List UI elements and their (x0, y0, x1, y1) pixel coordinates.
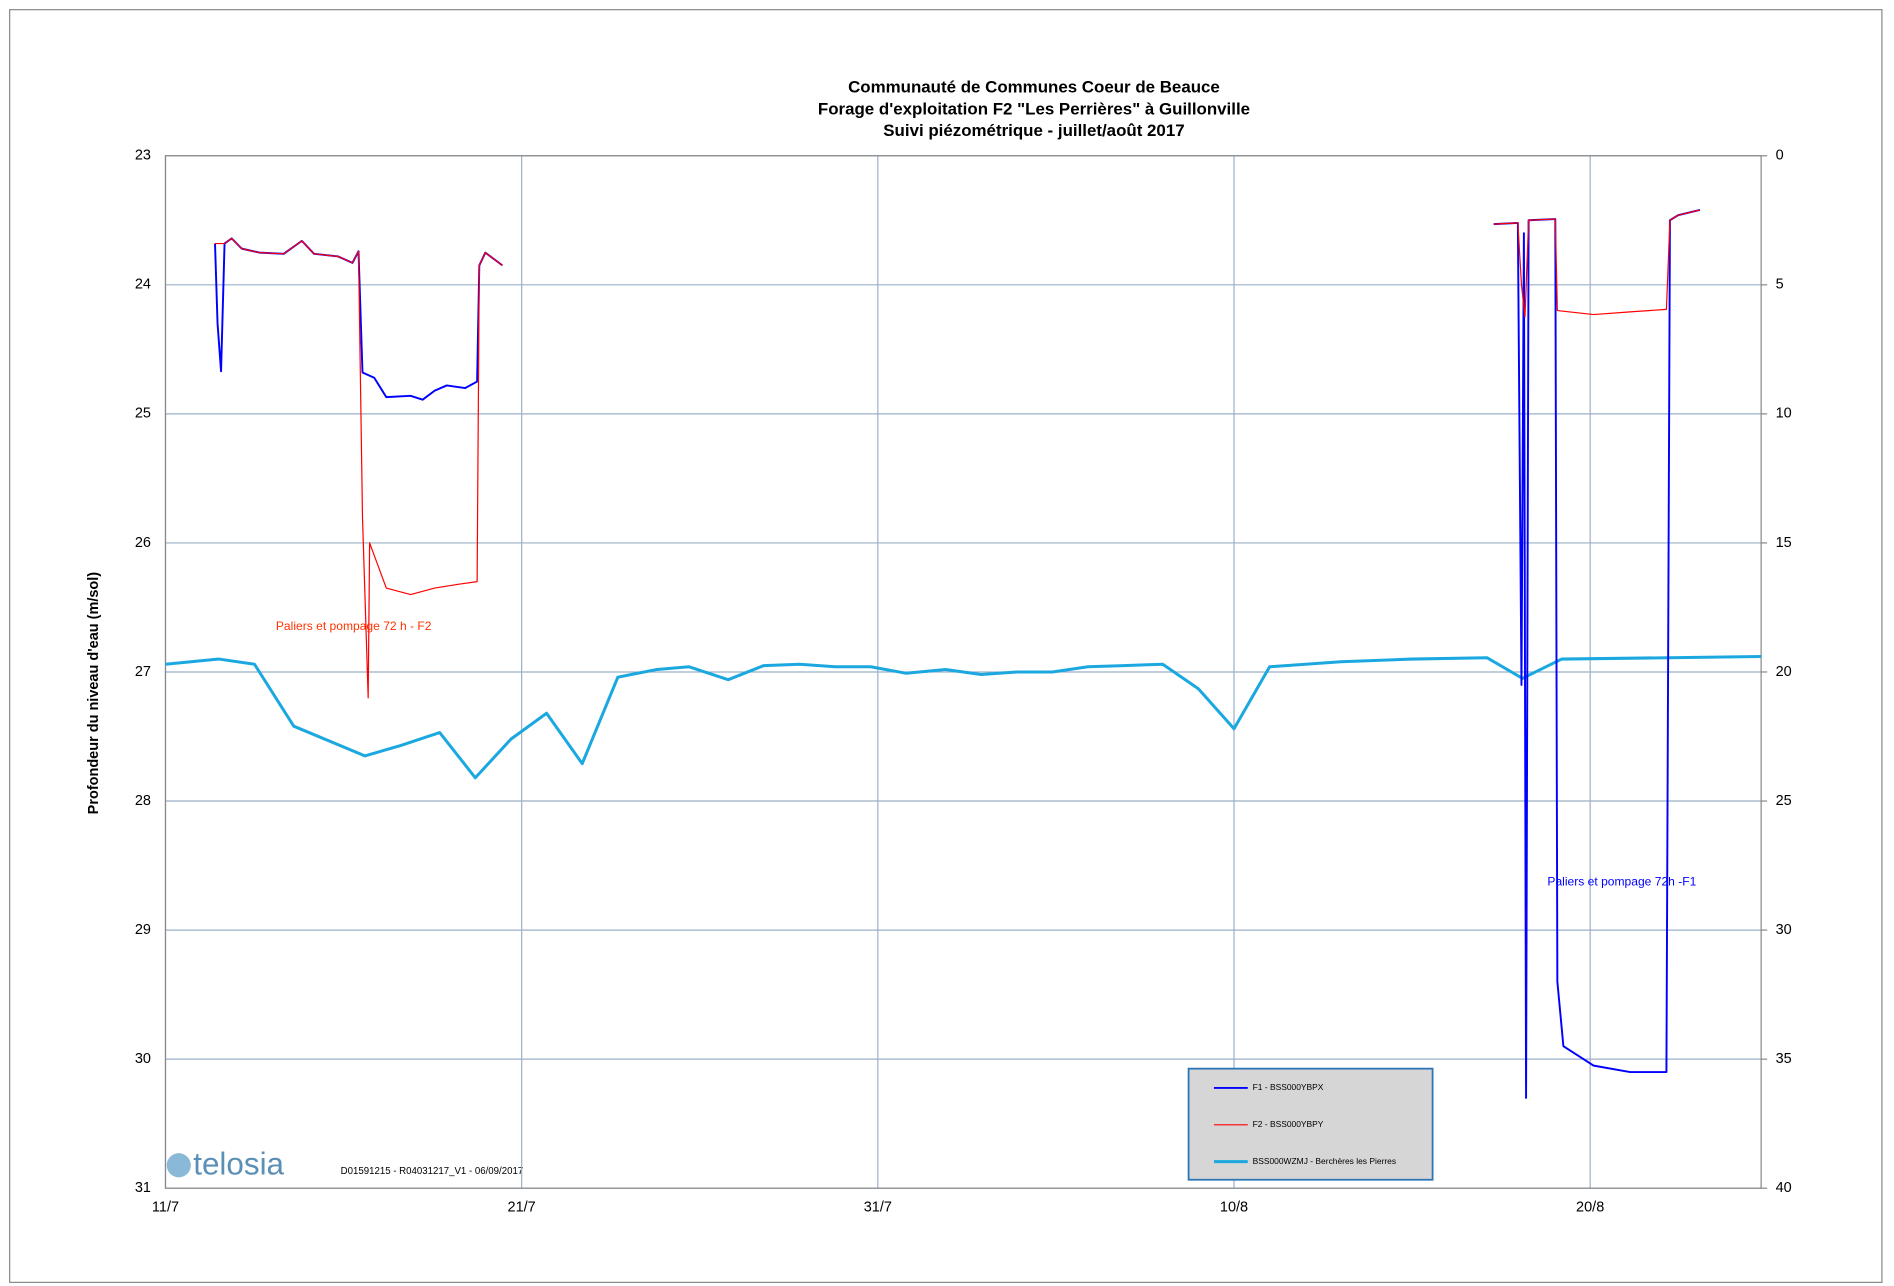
x-tick-label: 10/8 (1220, 1199, 1248, 1215)
chart-title: Communauté de Communes Coeur de Beauce (848, 78, 1220, 97)
y-tick-label: 28 (135, 793, 151, 809)
y2-tick-label: 5 (1776, 277, 1784, 293)
y2-tick-label: 35 (1776, 1051, 1792, 1067)
data-line (215, 209, 1701, 699)
y2-tick-label: 0 (1776, 148, 1784, 164)
chart-title: Forage d'exploitation F2 "Les Perrières"… (818, 99, 1250, 118)
y-axis-label: Profondeur du niveau d'eau (m/sol) (86, 572, 102, 815)
plot-area (164, 155, 1762, 1189)
y-tick-label: 23 (135, 148, 151, 164)
chart-frame (9, 9, 1883, 1283)
y2-tick-label: 30 (1776, 922, 1792, 938)
y2-tick-label: 20 (1776, 664, 1792, 680)
y2-tick-label: 10 (1776, 406, 1792, 422)
y-tick-label: 29 (135, 922, 151, 938)
y2-tick-label: 40 (1776, 1180, 1792, 1196)
annotation: Paliers et pompage 72 h - F2 (276, 619, 432, 633)
data-line (165, 655, 1762, 780)
logo-icon (166, 1153, 191, 1178)
x-tick-label: 31/7 (864, 1199, 892, 1215)
annotation: Paliers et pompage 72h -F1 (1547, 875, 1696, 889)
y-tick-label: 24 (135, 277, 151, 293)
y-tick-label: 26 (135, 535, 151, 551)
y-tick-label: 27 (135, 664, 151, 680)
y2-tick-label: 15 (1776, 535, 1792, 551)
logo: telosia (193, 1147, 284, 1182)
legend-label: F1 - BSS000YBPX (1253, 1082, 1324, 1092)
y-tick-label: 31 (135, 1180, 151, 1196)
footer: D01591215 - R04031217_V1 - 06/09/2017 (341, 1166, 524, 1177)
x-tick-label: 20/8 (1576, 1199, 1604, 1215)
legend-label: F2 - BSS000YBPY (1253, 1119, 1324, 1129)
y-tick-label: 30 (135, 1051, 151, 1067)
y2-tick-label: 25 (1776, 793, 1792, 809)
legend: F1 - BSS000YBPX F2 - BSS000YBPY BSS000WZMJ… (1187, 1067, 1434, 1181)
legend-label: BSS000WZMJ - Berchères les Pierres (1253, 1156, 1397, 1166)
y-tick-label: 25 (135, 406, 151, 422)
x-tick-label: 21/7 (508, 1199, 536, 1215)
chart-title: Suivi piézométrique - juillet/août 2017 (883, 121, 1184, 140)
x-tick-label: 11/7 (152, 1199, 179, 1215)
